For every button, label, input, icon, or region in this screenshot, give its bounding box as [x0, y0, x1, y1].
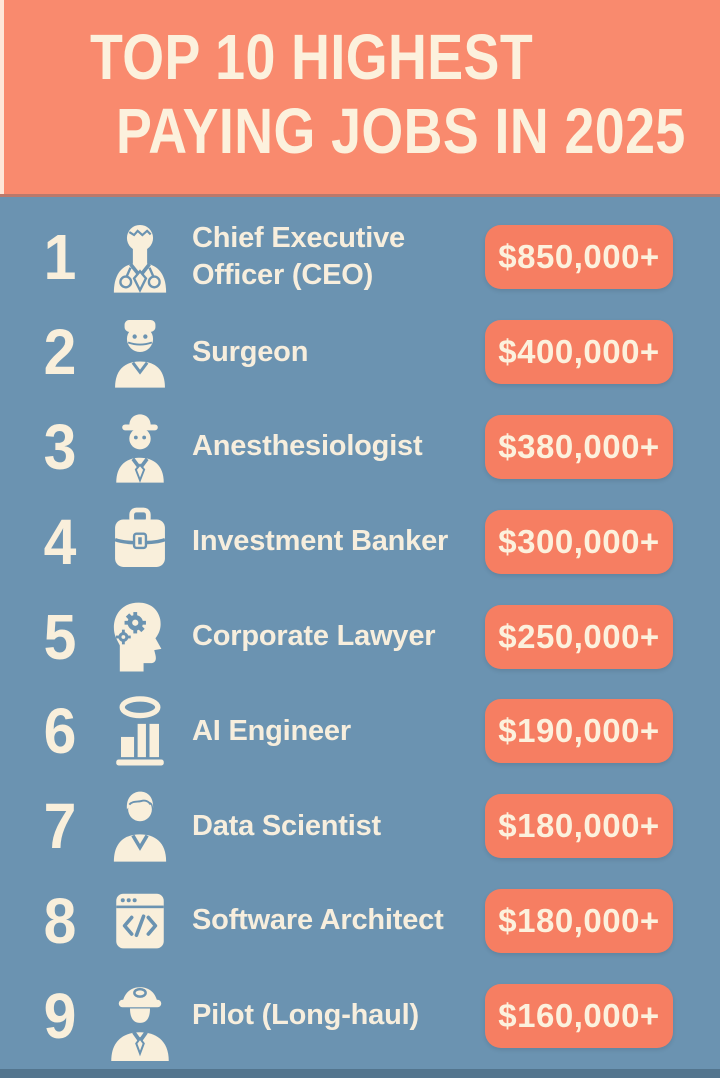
- job-title: Surgeon: [192, 335, 309, 368]
- job-row-9: 9 Pilot (Long-haul) $160,000+: [0, 968, 720, 1063]
- job-row-7: 7 Data Scientist $180,000+: [0, 779, 720, 874]
- bar-chart-icon: [92, 693, 188, 769]
- salary-badge: $190,000+: [485, 699, 673, 764]
- salary-value: $180,000+: [498, 901, 660, 939]
- salary-badge: $300,000+: [485, 509, 673, 574]
- ceo-person-icon: [92, 219, 188, 295]
- job-title: Data Scientist: [192, 809, 381, 842]
- title-line-2: PAYING JOBS IN 2025: [116, 95, 686, 167]
- job-title: AI Engineer: [192, 714, 351, 747]
- header-banner: TOP 10 HIGHEST PAYING JOBS IN 2025: [0, 0, 720, 197]
- job-title: Chief Executive Officer (CEO): [192, 222, 405, 292]
- person-icon: [92, 788, 188, 864]
- job-row-1: 1 Chief Executive Officer (CEO) $850,000…: [0, 210, 720, 305]
- salary-value: $300,000+: [498, 522, 660, 560]
- rank-number: 6: [43, 695, 77, 768]
- job-row-2: 2 Surgeon $400,000+: [0, 305, 720, 400]
- salary-value: $180,000+: [498, 807, 660, 845]
- job-row-4: 4 Investment Banker $300,000+: [0, 494, 720, 589]
- job-title: Pilot (Long-haul): [192, 999, 419, 1032]
- job-row-3: 3 Anesthesiologist $380,000+: [0, 400, 720, 495]
- salary-badge: $180,000+: [485, 888, 673, 953]
- rank-number: 3: [43, 410, 77, 483]
- salary-badge: $400,000+: [485, 320, 673, 385]
- salary-value: $850,000+: [498, 238, 660, 276]
- salary-badge: $850,000+: [485, 225, 673, 290]
- jobs-list: 1 Chief Executive Officer (CEO) $850,000…: [0, 197, 720, 1063]
- head-gears-icon: [92, 599, 188, 675]
- salary-badge: $180,000+: [485, 794, 673, 859]
- job-row-5: 5: [0, 589, 720, 684]
- rank-number: 9: [43, 979, 77, 1052]
- code-window-icon: [92, 883, 188, 959]
- salary-value: $380,000+: [498, 427, 660, 465]
- salary-value: $190,000+: [498, 712, 660, 750]
- rank-number: 5: [43, 600, 77, 673]
- rank-number: 2: [43, 316, 77, 389]
- job-title: Anesthesiologist: [192, 430, 423, 463]
- job-title: Investment Banker: [192, 525, 449, 558]
- anesthesiologist-icon: [92, 409, 188, 485]
- job-row-8: 8 Software Architect $180,000+: [0, 874, 720, 969]
- title-line-1: TOP 10 HIGHEST: [90, 21, 534, 93]
- rank-number: 8: [43, 884, 77, 957]
- briefcase-icon: [92, 504, 188, 580]
- rank-number: 1: [43, 221, 77, 294]
- job-title: Software Architect: [192, 904, 444, 937]
- salary-value: $400,000+: [498, 333, 660, 371]
- job-title: Corporate Lawyer: [192, 620, 436, 653]
- rank-number: 7: [43, 790, 77, 863]
- salary-value: $250,000+: [498, 617, 660, 655]
- pilot-icon: [92, 971, 188, 1061]
- salary-badge: $380,000+: [485, 414, 673, 479]
- bottom-edge-shade: [0, 1069, 720, 1078]
- salary-badge: $160,000+: [485, 983, 673, 1048]
- job-row-6: 6 AI Engineer $190,000+: [0, 684, 720, 779]
- rank-number: 4: [43, 505, 77, 578]
- salary-badge: $250,000+: [485, 604, 673, 669]
- surgeon-icon: [92, 314, 188, 390]
- salary-value: $160,000+: [498, 996, 660, 1034]
